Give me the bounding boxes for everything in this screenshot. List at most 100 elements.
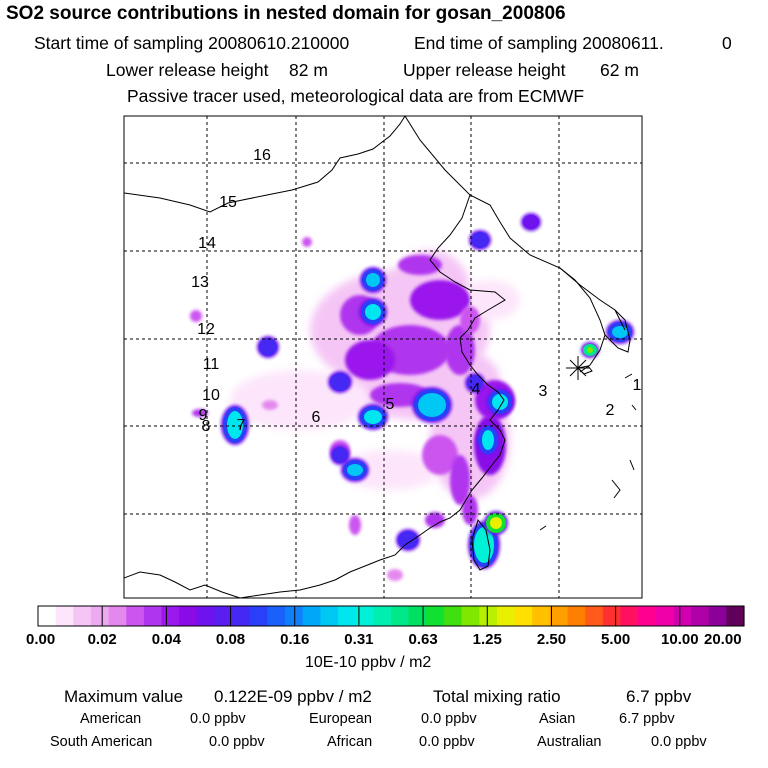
sector-label-6: 6 (312, 409, 321, 426)
end-time-label: End time of sampling 20080611. (414, 33, 664, 53)
plume-core (332, 447, 348, 463)
plume-purple (302, 237, 312, 247)
sector-label-14: 14 (198, 235, 216, 252)
sector-label-11: 11 (203, 356, 220, 373)
start-time-label: Start time of sampling 20080610.210000 (34, 33, 350, 53)
coastline-northeast (404, 116, 626, 331)
colorbar-cell (479, 606, 498, 626)
colorbar-cell (143, 606, 163, 626)
sector-label-8: 8 (202, 418, 211, 435)
colorbar-cell (55, 606, 74, 626)
lower-height-label: Lower release height (106, 60, 269, 80)
lower-height-value: 82 m (289, 60, 328, 80)
colorbar-cell (655, 606, 674, 626)
region-value-african: 0.0 ppbv (419, 734, 475, 750)
colorbar-cell (514, 606, 533, 626)
colorbar-tick-label: 2.50 (536, 631, 567, 648)
plume-core-center (366, 273, 380, 287)
colorbar-cell (338, 606, 357, 626)
region-value-south-american: 0.0 ppbv (209, 734, 265, 750)
coastline-bohai (429, 194, 506, 339)
coastlines (124, 116, 637, 598)
plume-core-center (490, 517, 502, 529)
plume-purple (345, 340, 395, 380)
plume-core (471, 232, 489, 248)
max-value: 0.122E-09 ppbv / m2 (214, 687, 372, 706)
colorbar-tick-label: 0.02 (87, 631, 117, 648)
sector-label-3: 3 (539, 383, 548, 400)
colorbar-cell (355, 606, 374, 626)
colorbar-cell (196, 606, 216, 626)
region-name-asian: Asian (539, 711, 576, 727)
end-time-suffix: 0 (722, 33, 732, 53)
colorbar-cell (320, 606, 339, 626)
plume-purple (460, 306, 480, 334)
sector-label-7: 7 (237, 417, 246, 434)
colorbar-cell (232, 606, 251, 626)
colorbar-cell (90, 606, 110, 626)
region-name-african: African (327, 734, 373, 750)
coastline-south (124, 571, 241, 598)
sector-label-10: 10 (202, 387, 220, 404)
colorbar-tick-label: 10.00 (661, 631, 699, 648)
sector-label-5: 5 (386, 396, 395, 413)
coastline-taiwan (471, 518, 491, 571)
colorbar-cell (73, 606, 92, 626)
total-mixing-label: Total mixing ratio (433, 687, 561, 706)
plume-purple (410, 280, 470, 320)
colorbar-cell (673, 606, 692, 626)
sector-label-2: 2 (606, 402, 615, 419)
region-name-australian: Australian (537, 734, 602, 750)
sector-label-12: 12 (197, 321, 215, 338)
plume-core-center (364, 410, 382, 424)
colorbar-cell (391, 606, 410, 626)
colorbar-tick-label: 5.00 (601, 631, 631, 648)
colorbar-tick-label: 0.04 (151, 631, 181, 648)
tracer-note: Passive tracer used, meteorological data… (127, 86, 585, 106)
colorbar-cell (426, 606, 445, 626)
plume-core (259, 338, 277, 356)
plume-core-center (347, 464, 363, 476)
plume-core-center (418, 393, 446, 417)
colorbar-tick-label: 0.31 (344, 631, 374, 648)
plume-core (523, 215, 539, 229)
total-mixing-value: 6.7 ppbv (626, 687, 692, 706)
coastline-china-east (239, 337, 506, 598)
upper-height-label: Upper release height (403, 60, 566, 80)
upper-height-value: 62 m (600, 60, 639, 80)
plume-purple (190, 310, 202, 322)
colorbar-cell (38, 606, 57, 626)
colorbar-cell (161, 606, 180, 626)
plume-purple (349, 515, 361, 535)
plume-haze (340, 450, 440, 490)
colorbar-tick-label: 0.16 (280, 631, 310, 648)
colorbar-unit: 10E-10 ppbv / m2 (305, 654, 432, 671)
sector-label-9: 9 (199, 407, 208, 424)
colorbar-cell (179, 606, 198, 626)
colorbar-cell (708, 606, 727, 626)
colorbar-cell (408, 606, 427, 626)
region-name-american: American (80, 711, 142, 727)
sector-label-16: 16 (253, 147, 271, 164)
colorbar-cell (214, 606, 233, 626)
grid-lines (124, 116, 642, 598)
plume-purple (422, 435, 458, 475)
plume-core-center (587, 347, 593, 353)
colorbar-cell (726, 606, 745, 626)
region-value-asian: 6.7 ppbv (619, 711, 675, 727)
colorbar-cell (567, 606, 586, 626)
colorbar-tick-label: 0.00 (26, 631, 56, 648)
colorbar-cell (638, 606, 657, 626)
colorbar-cell (373, 606, 392, 626)
receptor-marker (566, 356, 590, 380)
colorbar-cell (585, 606, 604, 626)
colorbar-tick-label: 1.25 (472, 631, 502, 648)
region-name-european: European (309, 711, 372, 727)
colorbar-cell (249, 606, 269, 626)
colorbar-cell (620, 606, 639, 626)
colorbar-tick-label: 0.63 (408, 631, 438, 648)
plume-purple (398, 255, 442, 275)
colorbar-cell (443, 606, 463, 626)
